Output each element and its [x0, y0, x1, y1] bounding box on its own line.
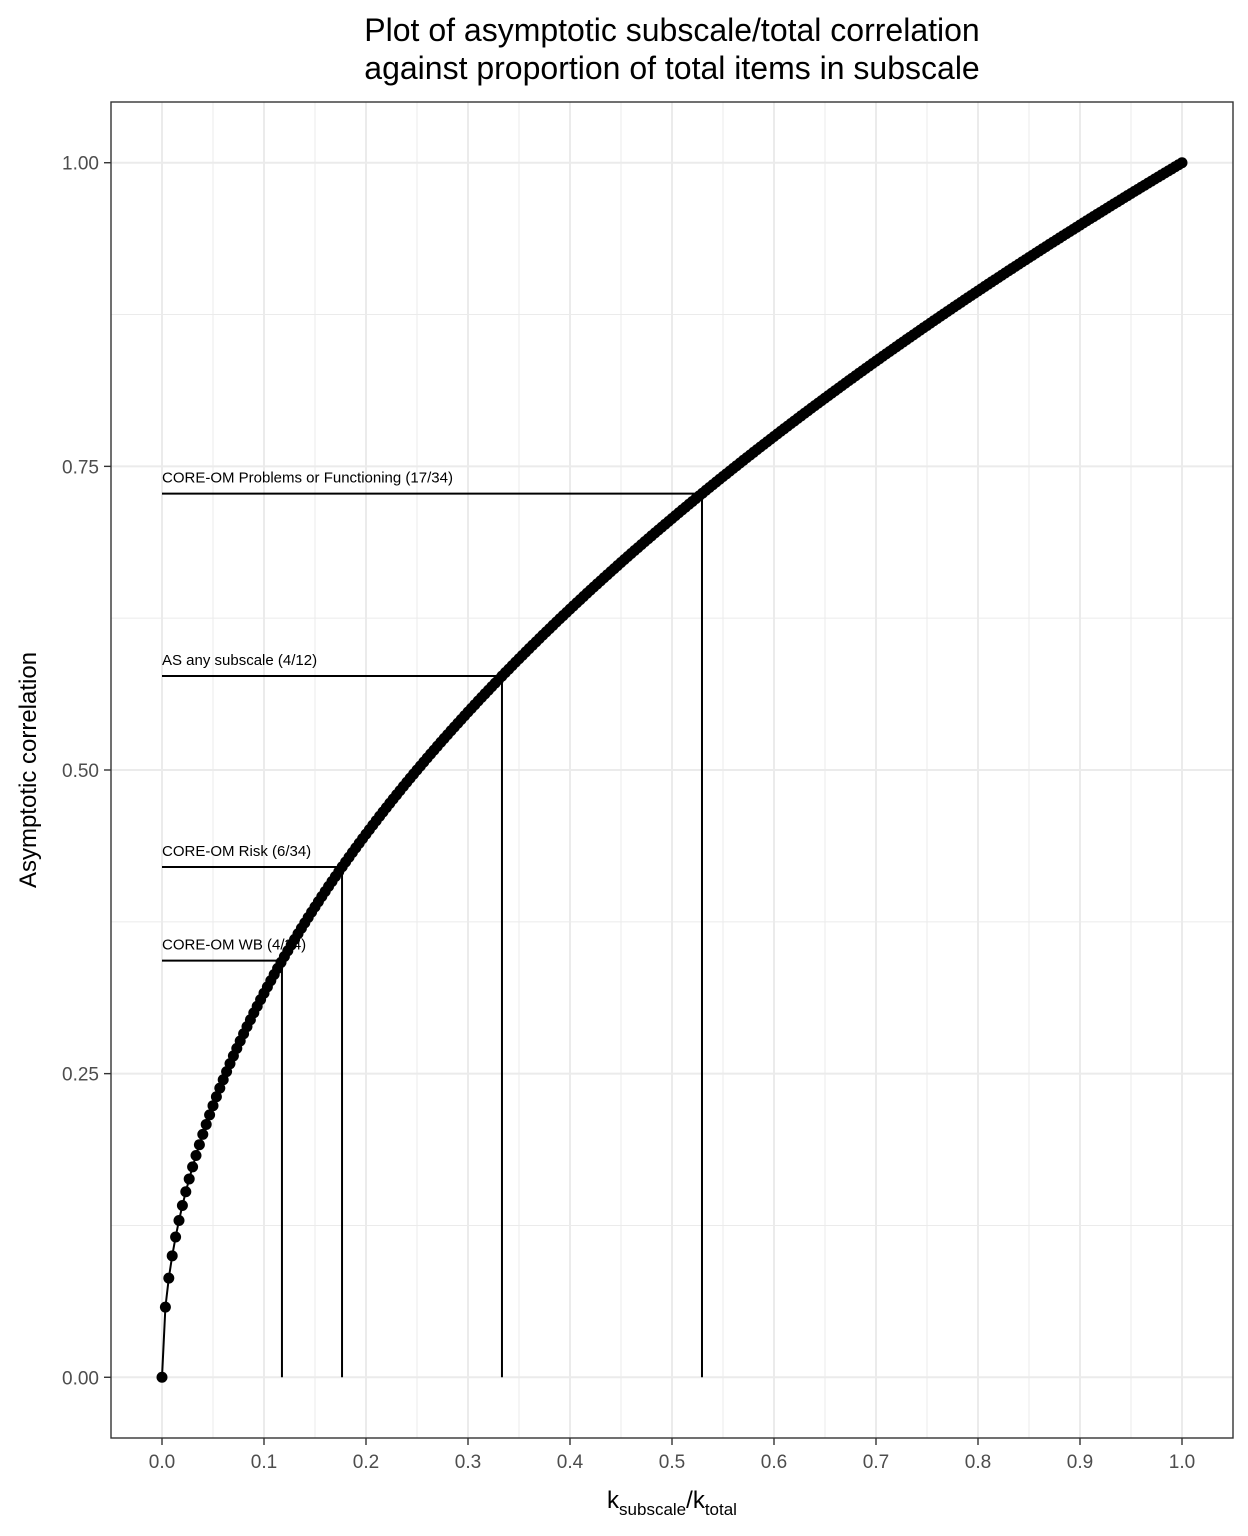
data-point: [1176, 157, 1188, 169]
data-point: [170, 1231, 182, 1243]
annotation-label: AS any subscale (4/12): [162, 652, 317, 669]
x-tick-label: 0.0: [149, 1452, 175, 1473]
x-tick-label: 0.8: [965, 1452, 991, 1473]
data-point: [166, 1250, 178, 1262]
grid: [111, 102, 1233, 1438]
x-tick-label: 0.7: [863, 1452, 889, 1473]
data-point: [156, 1371, 168, 1383]
y-tick-label: 0.25: [62, 1065, 99, 1086]
annotation: AS any subscale (4/12): [162, 652, 503, 1378]
x-axis-title-subscript-1: subscale: [619, 1500, 686, 1519]
data-point: [176, 1200, 188, 1212]
x-axis-title-slash: /: [686, 1487, 693, 1514]
annotation-label: CORE-OM Risk (6/34): [162, 843, 311, 860]
annotation: CORE-OM Problems or Functioning (17/34): [162, 470, 703, 1378]
annotation: CORE-OM WB (4/34): [162, 937, 306, 1378]
data-point: [159, 1301, 171, 1313]
data-point: [210, 1091, 222, 1103]
data-point: [187, 1161, 199, 1173]
x-axis-title-subscript-2: total: [705, 1500, 737, 1519]
chart-title: Plot of asymptotic subscale/total correl…: [364, 12, 979, 86]
annotation-label: CORE-OM Problems or Functioning (17/34): [162, 470, 453, 487]
x-tick-label: 0.6: [761, 1452, 787, 1473]
data-point: [173, 1214, 185, 1226]
chart-title-line-1: Plot of asymptotic subscale/total correl…: [364, 12, 979, 48]
data-point: [197, 1128, 209, 1140]
x-tick-label: 0.2: [353, 1452, 379, 1473]
data-point: [207, 1100, 219, 1112]
data-point: [183, 1173, 195, 1185]
data-point: [214, 1082, 226, 1094]
y-tick-label: 1.00: [62, 154, 99, 175]
annotations: CORE-OM Problems or Functioning (17/34) A…: [162, 470, 703, 1378]
data-point: [200, 1118, 212, 1130]
data-point: [204, 1109, 216, 1121]
data-point: [180, 1186, 192, 1198]
data-point: [190, 1150, 202, 1162]
y-axis-title: Asymptotic correlation: [15, 652, 42, 888]
data-curve: [156, 157, 1188, 1383]
chart-title-line-2: against proportion of total items in sub…: [364, 50, 979, 86]
data-point: [193, 1139, 205, 1151]
x-tick-label: 0.5: [659, 1452, 685, 1473]
annotation: CORE-OM Risk (6/34): [162, 843, 344, 1378]
data-point: [163, 1272, 175, 1284]
x-tick-label: 0.4: [557, 1452, 584, 1473]
x-tick-label: 0.3: [455, 1452, 481, 1473]
y-tick-label: 0.50: [62, 761, 99, 782]
x-axis-title: ksubscale/ktotal: [607, 1487, 737, 1519]
y-tick-label: 0.75: [62, 457, 99, 478]
annotation-label: CORE-OM WB (4/34): [162, 937, 306, 954]
x-tick-label: 0.1: [251, 1452, 277, 1473]
axis-ticks: 0.0 0.1 0.2 0.3 0.4 0.5 0.6 0.7 0.8 0.9 1.0 0.00 0.2…: [62, 154, 1195, 1473]
x-tick-label: 0.9: [1067, 1452, 1093, 1473]
y-tick-label: 0.00: [62, 1368, 99, 1389]
x-axis-title-k: k: [607, 1487, 620, 1514]
x-axis-title-k2: k: [693, 1487, 706, 1514]
x-tick-label: 1.0: [1169, 1452, 1195, 1473]
